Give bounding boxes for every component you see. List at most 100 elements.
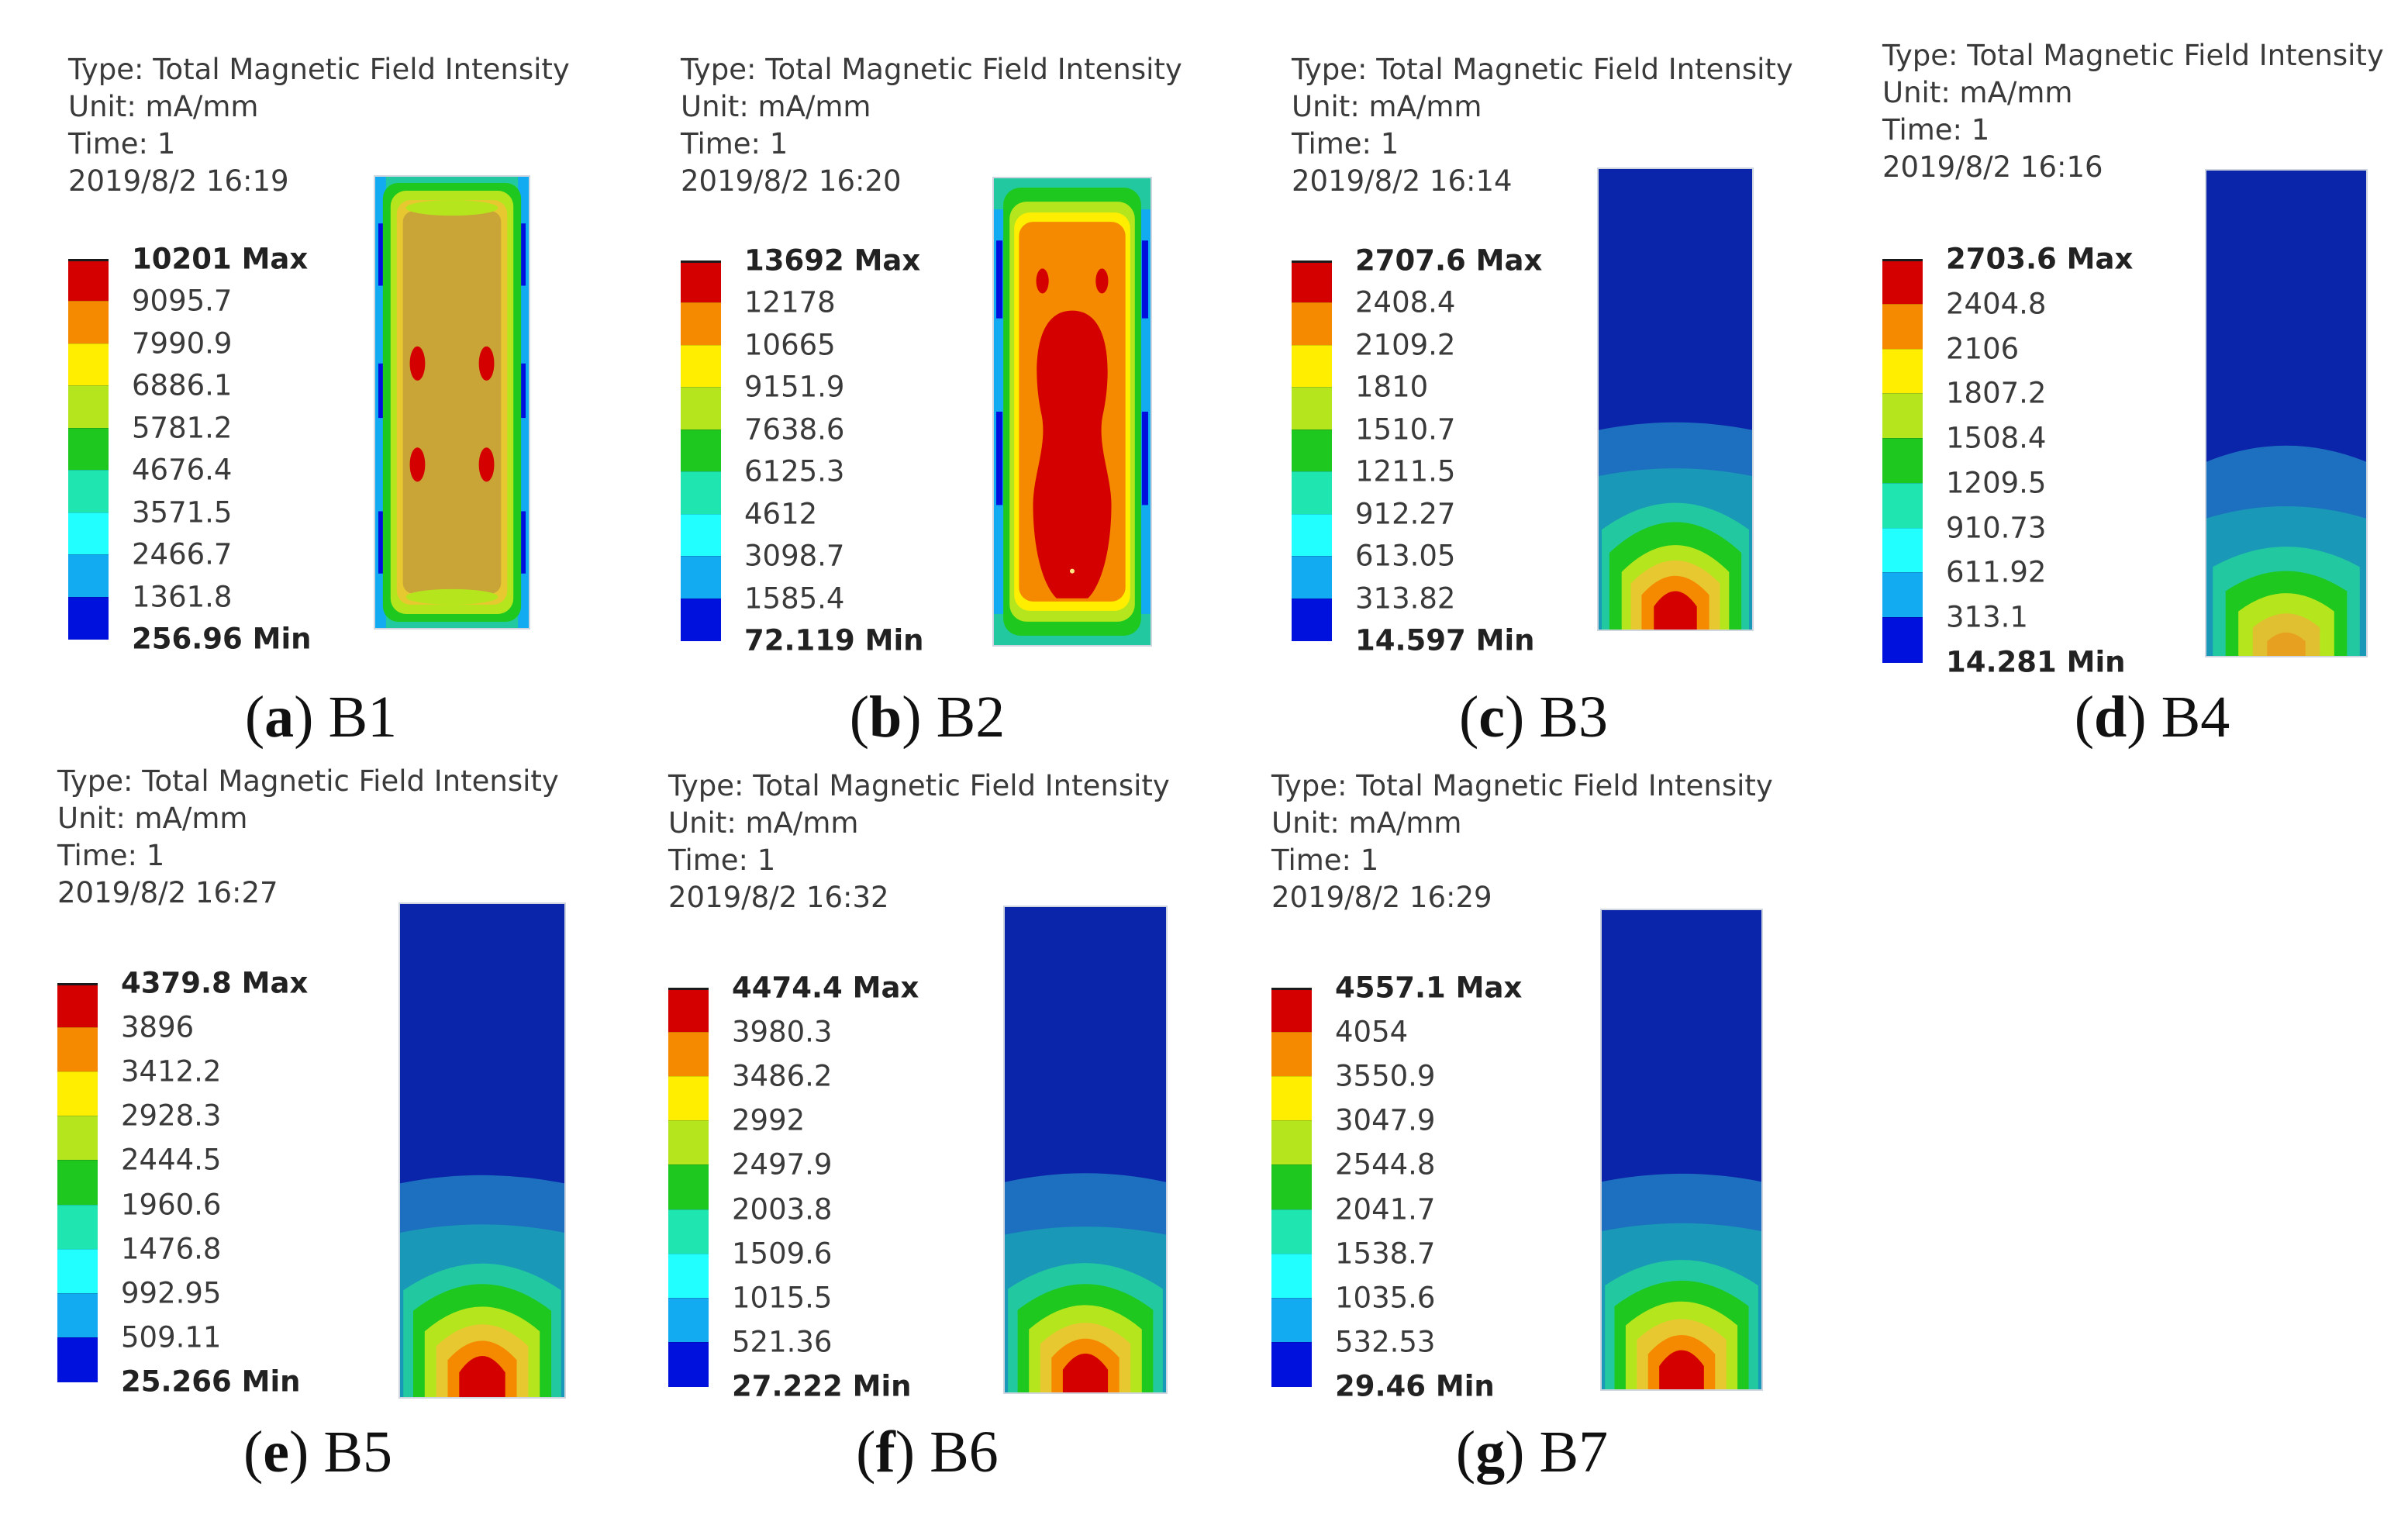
date-label: 2019/8/2 16:20 xyxy=(681,164,902,198)
caption-name: B2 xyxy=(936,685,1006,750)
unit-label: Unit: mA/mm xyxy=(57,802,248,835)
legend-swatch xyxy=(1292,429,1332,473)
legend-value: 1211.5 xyxy=(1355,454,1456,488)
legend-value: 3098.7 xyxy=(744,539,845,573)
legend-swatch xyxy=(668,1209,709,1254)
legend-value: 6125.3 xyxy=(744,454,845,488)
legend-value: 3047.9 xyxy=(1335,1103,1436,1137)
time-label: Time: 1 xyxy=(57,839,165,872)
legend-swatch xyxy=(668,1297,709,1343)
legend-value: 1508.4 xyxy=(1946,421,2047,455)
type-label: Type: Total Magnetic Field Intensity xyxy=(681,53,1182,86)
legend-swatch xyxy=(668,1164,709,1210)
legend-swatch xyxy=(68,259,109,304)
legend-value: 12178 xyxy=(744,285,836,319)
legend-value: 2992 xyxy=(732,1103,806,1137)
time-label: Time: 1 xyxy=(668,844,776,877)
legend-value: 2497.9 xyxy=(732,1147,833,1182)
unit-label: Unit: mA/mm xyxy=(1882,76,2073,109)
legend-value: 1960.6 xyxy=(121,1188,222,1222)
legend-value: 2544.8 xyxy=(1335,1147,1436,1182)
legend-value: 1538.7 xyxy=(1335,1237,1436,1271)
color-legend: 10201 Max 9095.7 7990.9 6886.1 5781.2 4676.4 3… xyxy=(68,243,332,656)
legend-swatch xyxy=(1271,988,1312,1035)
legend-swatch xyxy=(1292,556,1332,599)
caption-b5: (e) B5 xyxy=(243,1420,393,1485)
legend-swatch xyxy=(57,1204,98,1250)
caption-b2: (b) B2 xyxy=(849,685,1006,750)
legend-swatch xyxy=(68,512,109,556)
type-label: Type: Total Magnetic Field Intensity xyxy=(1271,769,1773,802)
type-label: Type: Total Magnetic Field Intensity xyxy=(68,53,570,86)
legend-swatch xyxy=(1292,598,1332,641)
caption-letter: g xyxy=(1475,1420,1506,1485)
legend-swatch xyxy=(1292,302,1332,346)
field-map-b5 xyxy=(398,902,566,1399)
type-label: Type: Total Magnetic Field Intensity xyxy=(57,764,559,798)
legend-value: 1361.8 xyxy=(132,580,233,614)
legend-value: 313.82 xyxy=(1355,581,1456,616)
legend-swatch xyxy=(681,598,721,641)
legend-value: 9151.9 xyxy=(744,370,845,404)
legend-value: 509.11 xyxy=(121,1320,222,1354)
legend-value: 2404.8 xyxy=(1946,287,2047,321)
legend-value: 1585.4 xyxy=(744,581,845,616)
caption-b1: (a) B1 xyxy=(244,685,398,750)
time-label: Time: 1 xyxy=(1292,127,1399,160)
color-legend: 4379.8 Max 3896 3412.2 2928.3 2444.5 1960.6 14… xyxy=(57,967,321,1399)
legend-value: 1510.7 xyxy=(1355,412,1456,447)
caption-letter: c xyxy=(1478,685,1506,750)
caption-b7: (g) B7 xyxy=(1455,1420,1609,1485)
legend-swatch xyxy=(1882,259,1923,306)
panel-header: Type: Total Magnetic Field Intensity Uni… xyxy=(668,768,1170,916)
legend-value: 9095.7 xyxy=(132,284,233,318)
legend-value: 6886.1 xyxy=(132,368,233,402)
legend-value: 4054 xyxy=(1335,1015,1409,1049)
legend-swatch xyxy=(668,1032,709,1078)
legend-swatch xyxy=(681,513,721,557)
legend-value: 3896 xyxy=(121,1010,195,1044)
caption-letter: a xyxy=(264,685,295,750)
legend-swatch xyxy=(1882,348,1923,395)
caption-name: B7 xyxy=(1539,1420,1609,1485)
legend-value: 4676.4 xyxy=(132,453,233,487)
legend-value: 3412.2 xyxy=(121,1054,222,1088)
unit-label: Unit: mA/mm xyxy=(668,806,859,840)
unit-label: Unit: mA/mm xyxy=(1292,90,1482,123)
legend-swatch xyxy=(1882,438,1923,484)
time-label: Time: 1 xyxy=(681,127,788,160)
legend-value: 2109.2 xyxy=(1355,328,1456,362)
legend-value: 3550.9 xyxy=(1335,1059,1436,1093)
legend-value: 532.53 xyxy=(1335,1325,1436,1359)
legend-value: 5781.2 xyxy=(132,411,233,445)
field-map-b2 xyxy=(992,177,1152,647)
legend-swatch xyxy=(68,596,109,640)
legend-swatch xyxy=(1292,513,1332,557)
legend-value: 1209.5 xyxy=(1946,466,2047,500)
color-legend: 2707.6 Max 2408.4 2109.2 1810 1510.7 1211.5 91… xyxy=(1292,244,1555,657)
legend-swatch xyxy=(57,1160,98,1206)
color-legend: 13692 Max 12178 10665 9151.9 7638.6 6125.3 461… xyxy=(681,244,944,657)
legend-value: 1807.2 xyxy=(1946,376,2047,410)
legend-max-label: 10201 Max xyxy=(132,242,309,276)
panel-header: Type: Total Magnetic Field Intensity Uni… xyxy=(68,51,570,200)
panel-header: Type: Total Magnetic Field Intensity Uni… xyxy=(57,763,559,912)
legend-swatch xyxy=(668,1076,709,1122)
legend-value: 2003.8 xyxy=(732,1192,833,1226)
legend-value: 2466.7 xyxy=(132,537,233,571)
legend-swatch xyxy=(57,1116,98,1161)
legend-swatch xyxy=(1292,260,1332,305)
field-map-b1 xyxy=(374,175,530,630)
legend-swatch xyxy=(1882,527,1923,574)
legend-swatch xyxy=(68,554,109,598)
type-label: Type: Total Magnetic Field Intensity xyxy=(1292,53,1793,86)
legend-swatch xyxy=(681,471,721,515)
unit-label: Unit: mA/mm xyxy=(681,90,871,123)
legend-swatch xyxy=(1271,1032,1312,1078)
legend-value: 1476.8 xyxy=(121,1232,222,1266)
caption-b6: (f) B6 xyxy=(856,1420,999,1485)
legend-swatch xyxy=(681,556,721,599)
legend-swatch xyxy=(1882,303,1923,350)
type-label: Type: Total Magnetic Field Intensity xyxy=(1882,39,2384,72)
date-label: 2019/8/2 16:14 xyxy=(1292,164,1513,198)
